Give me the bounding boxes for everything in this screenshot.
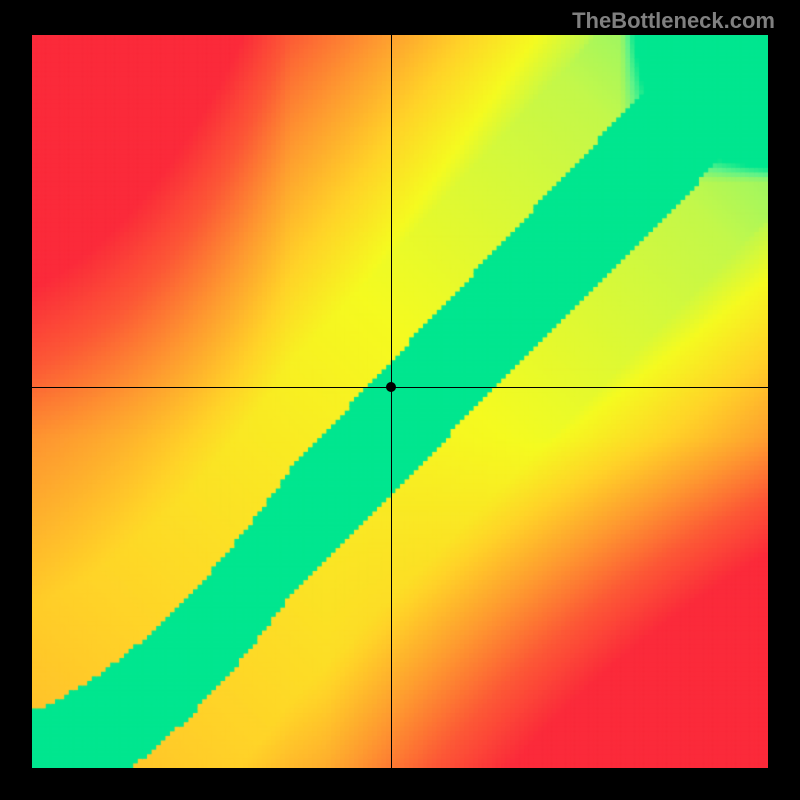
- crosshair-horizontal-line: [32, 387, 768, 388]
- crosshair-marker-dot: [386, 382, 396, 392]
- watermark-text: TheBottleneck.com: [572, 8, 775, 34]
- crosshair-vertical-line: [391, 35, 392, 768]
- bottleneck-heatmap: [32, 35, 768, 768]
